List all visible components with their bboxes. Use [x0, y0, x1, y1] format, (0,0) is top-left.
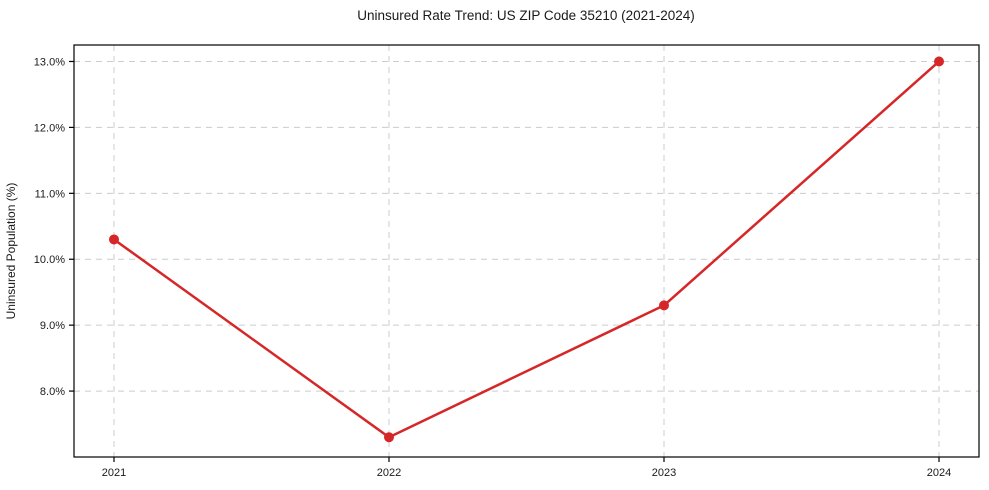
- x-tick-label: 2023: [652, 467, 676, 479]
- x-tick-label: 2021: [102, 467, 126, 479]
- chart-title: Uninsured Rate Trend: US ZIP Code 35210 …: [357, 8, 694, 23]
- y-axis-label: Uninsured Population (%): [4, 183, 18, 320]
- x-tick-label: 2022: [377, 467, 401, 479]
- y-tick-label: 10.0%: [34, 254, 65, 266]
- data-point-marker: [109, 234, 119, 245]
- y-tick-label: 11.0%: [35, 188, 66, 200]
- x-tick-label: 2024: [927, 467, 951, 479]
- y-tick-label: 8.0%: [40, 386, 65, 398]
- data-point-marker: [934, 56, 944, 67]
- plot-area: 8.0% 9.0% 10.0% 11.0% 12.0% 13.0% 2021 2022 2023…: [34, 44, 980, 479]
- y-tick-label: 9.0%: [40, 320, 65, 332]
- y-tick-label: 12.0%: [34, 122, 65, 134]
- trend-line: [112, 60, 941, 439]
- data-point-marker: [384, 432, 394, 443]
- data-point-marker: [659, 300, 669, 311]
- plot-border: [73, 44, 980, 458]
- y-tick-label: 13.0%: [34, 56, 65, 68]
